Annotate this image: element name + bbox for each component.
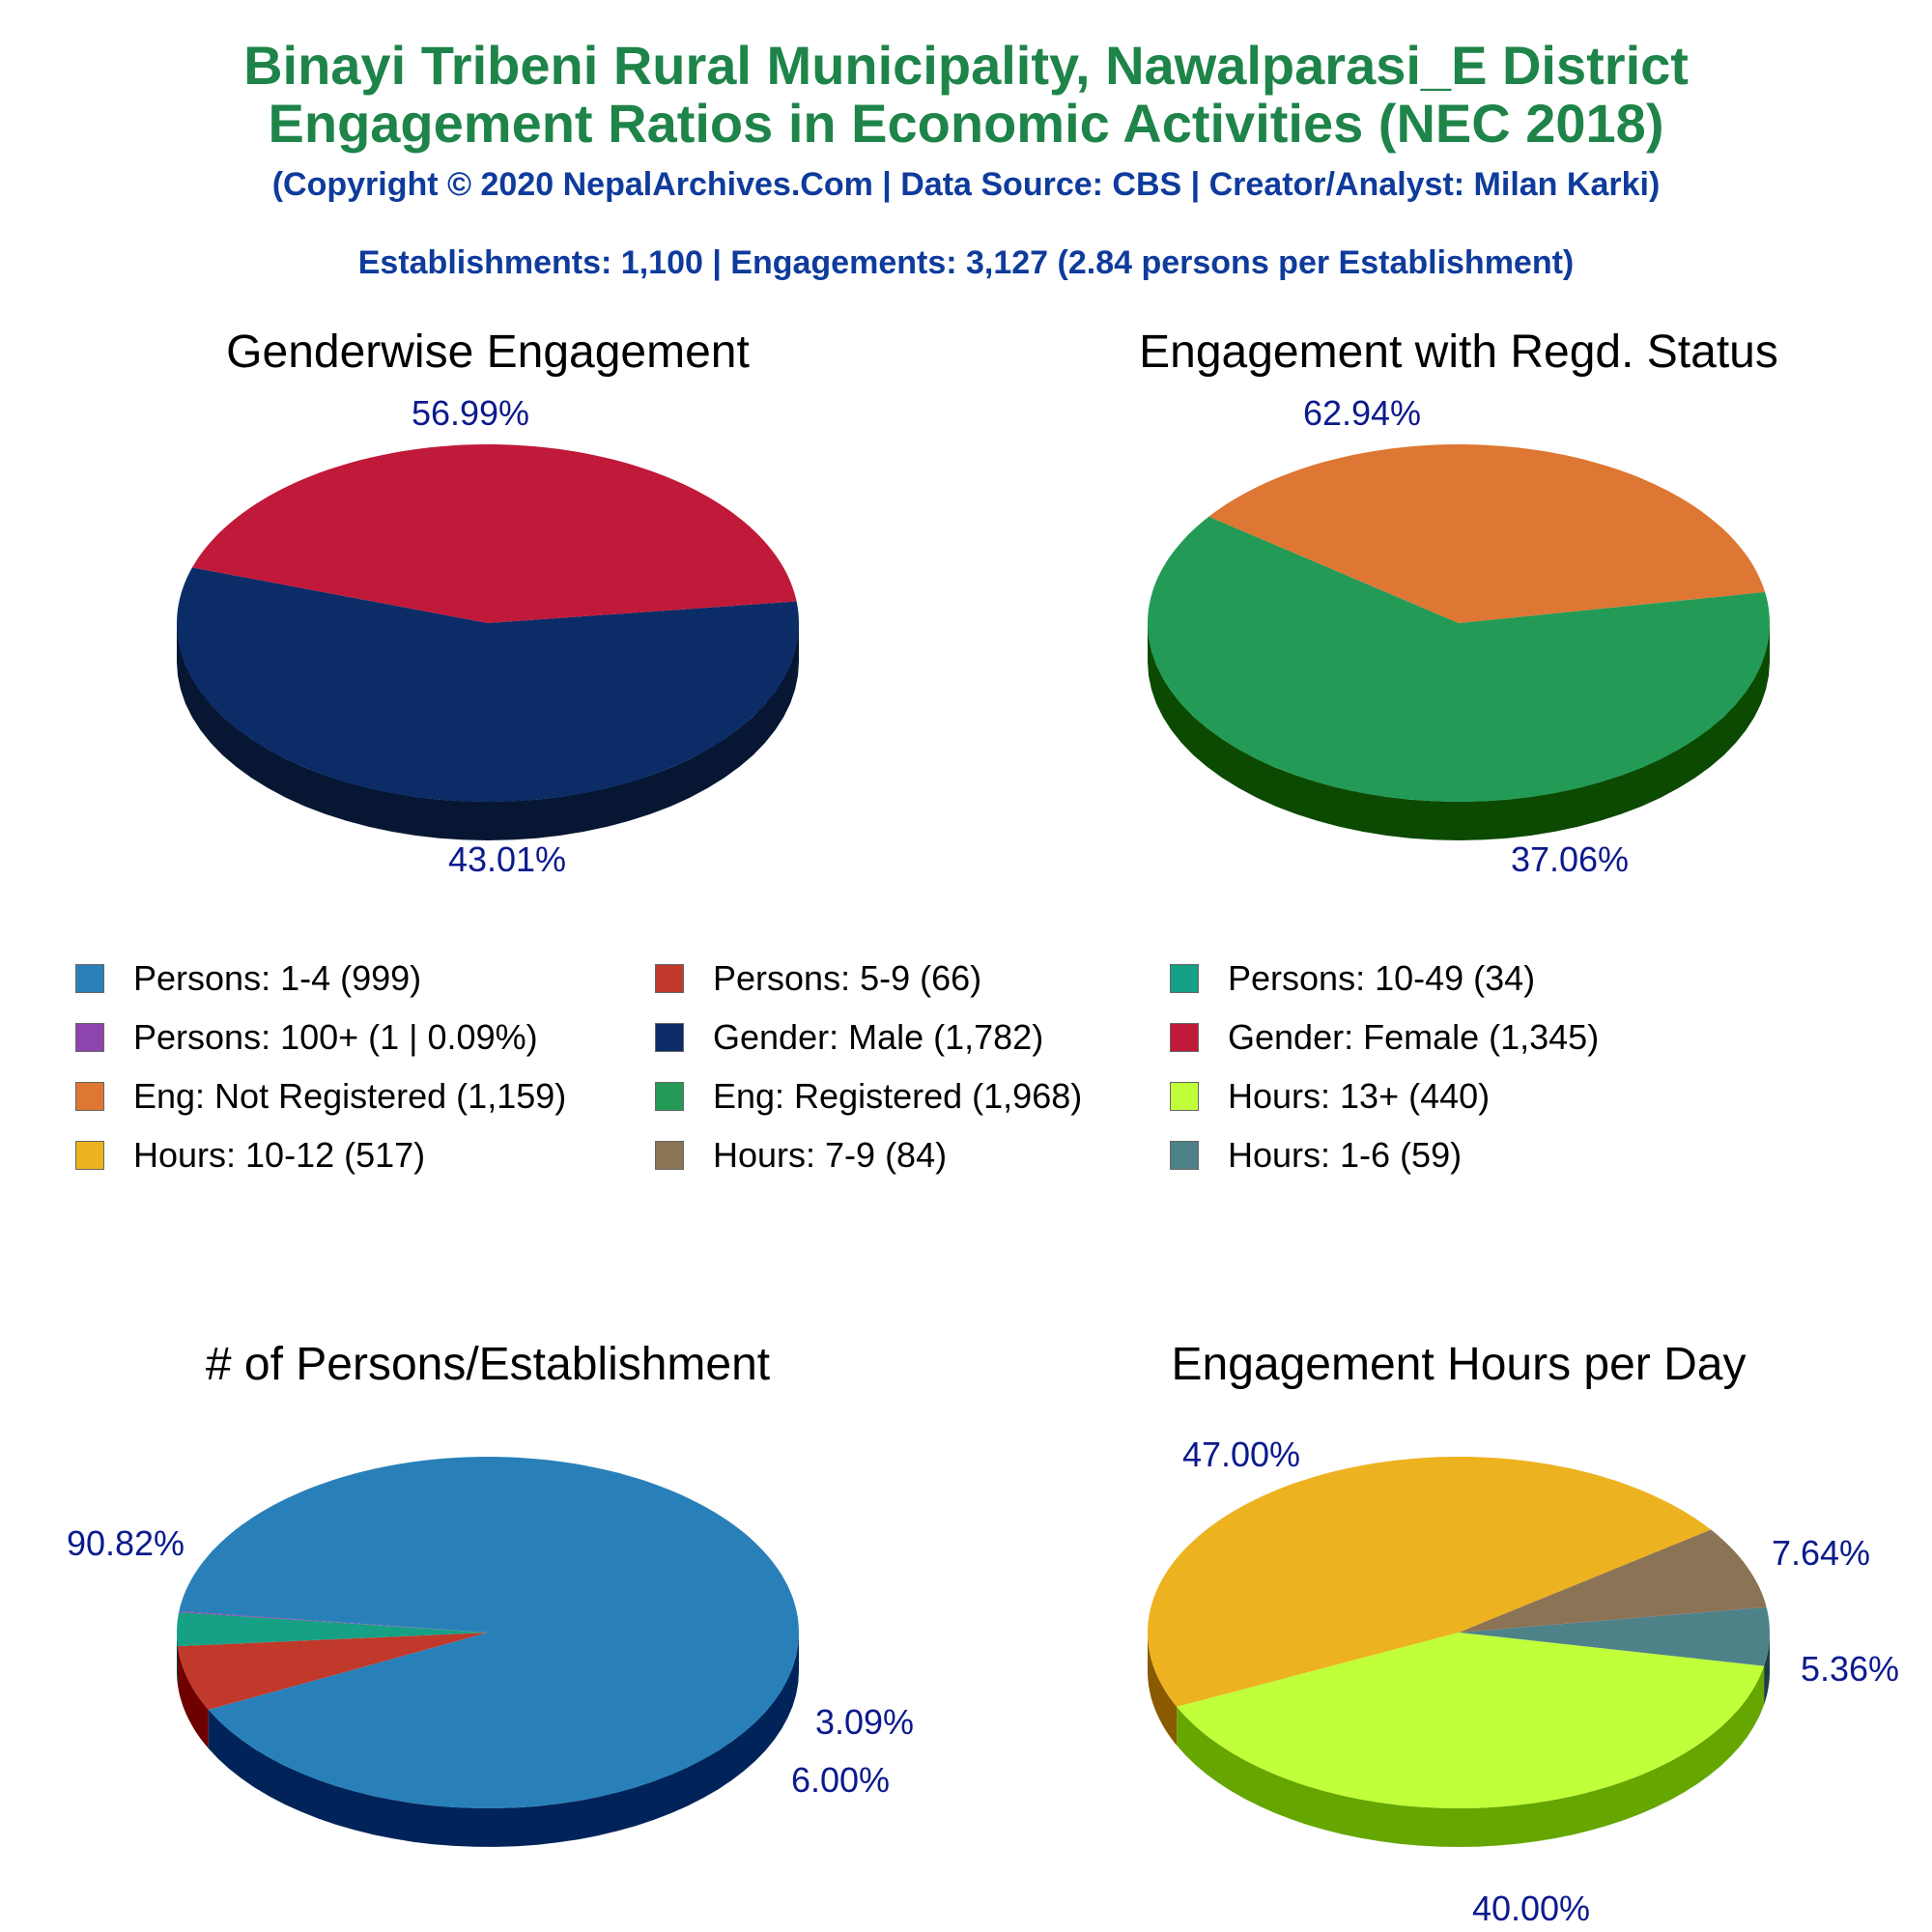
legend-label: Hours: 1-6 (59) <box>1228 1135 1463 1175</box>
legend-label: Eng: Registered (1,968) <box>713 1076 1083 1116</box>
copyright-line: (Copyright © 2020 NepalArchives.Com | Da… <box>271 166 1661 203</box>
pie-slice-label: 43.01% <box>448 839 566 879</box>
pie-slice <box>192 444 797 623</box>
main-title-line1: Binayi Tribeni Rural Municipality, Nawal… <box>243 35 1689 96</box>
pie-slice-label: 56.99% <box>412 393 529 433</box>
pie-slice <box>1177 1633 1765 1808</box>
legend-swatch <box>655 1023 684 1052</box>
legend-swatch <box>75 1082 104 1111</box>
legend-item: Persons: 1-4 (999) <box>75 958 422 998</box>
pie-slice-label: 47.00% <box>1182 1435 1300 1474</box>
pie-slice <box>178 1633 488 1710</box>
legend-swatch <box>75 1023 104 1052</box>
pie-slice-label: 62.94% <box>1303 393 1421 433</box>
pie-slice-label: 6.00% <box>791 1760 890 1800</box>
pie-slice <box>177 567 799 802</box>
pie-slice <box>179 1457 799 1808</box>
pie-slice <box>1208 444 1766 623</box>
legend-label: Persons: 10-49 (34) <box>1228 958 1536 998</box>
pie-slice-side <box>1764 1633 1770 1705</box>
legend-label: Persons: 100+ (1 | 0.09%) <box>133 1017 538 1057</box>
pie-slice-label: 3.09% <box>815 1702 914 1742</box>
legend-swatch <box>1170 964 1199 993</box>
legend-label: Hours: 10-12 (517) <box>133 1135 426 1175</box>
pie-chart: Engagement Hours per Day 47.00% 7.64% 5.36%… <box>1148 1339 1899 1928</box>
pie-slice-label: 5.36% <box>1801 1649 1899 1689</box>
pie-slice <box>1148 1457 1712 1707</box>
pie-slice-side <box>177 623 799 840</box>
pie-slice-side <box>1148 623 1770 840</box>
pie-slice-side <box>1177 1665 1765 1847</box>
legend-item: Persons: 10-49 (34) <box>1170 958 1536 998</box>
summary-line: Establishments: 1,100 | Engagements: 3,1… <box>357 244 1575 281</box>
pie-chart: # of Persons/Establishment 90.82% 6.00% 3.0… <box>67 1339 914 1847</box>
pie-slice-label: 40.00% <box>1472 1889 1590 1928</box>
legend-swatch <box>655 964 684 993</box>
legend-label: Hours: 7-9 (84) <box>713 1135 948 1175</box>
legend-item: Persons: 5-9 (66) <box>655 958 982 998</box>
legend-label: Gender: Male (1,782) <box>713 1017 1044 1057</box>
legend-item: Hours: 1-6 (59) <box>1170 1135 1463 1175</box>
legend-label: Persons: 5-9 (66) <box>713 958 982 998</box>
pie-slice-label: 7.64% <box>1772 1533 1870 1573</box>
legend-swatch <box>75 964 104 993</box>
legend-label: Persons: 1-4 (999) <box>133 958 422 998</box>
legend-swatch <box>1170 1082 1199 1111</box>
legend-swatch <box>1170 1141 1199 1170</box>
pie-slice <box>1459 1529 1767 1633</box>
pie-slice-side <box>1148 1633 1178 1746</box>
legend-swatch <box>655 1082 684 1111</box>
pie-chart: Genderwise Engagement 56.99% 43.01% <box>177 327 799 879</box>
legend-item: Eng: Not Registered (1,159) <box>75 1076 567 1116</box>
main-title-line2: Engagement Ratios in Economic Activities… <box>268 93 1664 154</box>
legend-label: Eng: Not Registered (1,159) <box>133 1076 567 1116</box>
pie-slice-label: 90.82% <box>67 1523 185 1563</box>
legend-swatch <box>655 1141 684 1170</box>
legend-item: Hours: 10-12 (517) <box>75 1135 426 1175</box>
pie-slice-side <box>178 1646 209 1748</box>
pie-slice-side <box>177 1633 178 1686</box>
legend-swatch <box>1170 1023 1199 1052</box>
pie-title: Engagement with Regd. Status <box>1139 327 1778 378</box>
pie-slice-side <box>208 1633 799 1847</box>
legend-item: Gender: Female (1,345) <box>1170 1017 1600 1057</box>
legend-item: Persons: 100+ (1 | 0.09%) <box>75 1017 538 1057</box>
pie-slice <box>177 1611 488 1647</box>
pie-title: Genderwise Engagement <box>226 327 750 378</box>
pie-title: Engagement Hours per Day <box>1172 1339 1747 1390</box>
legend-item: Hours: 13+ (440) <box>1170 1076 1491 1116</box>
legend-item: Eng: Registered (1,968) <box>655 1076 1083 1116</box>
legend-label: Gender: Female (1,345) <box>1228 1017 1600 1057</box>
legend-item: Gender: Male (1,782) <box>655 1017 1044 1057</box>
pie-slice <box>1148 516 1770 802</box>
pie-slice <box>179 1610 488 1633</box>
pie-slice <box>1459 1606 1770 1666</box>
pie-title: # of Persons/Establishment <box>206 1339 770 1390</box>
legend-item: Hours: 7-9 (84) <box>655 1135 948 1175</box>
pie-slice-label: 37.06% <box>1511 839 1629 879</box>
legend-label: Hours: 13+ (440) <box>1228 1076 1491 1116</box>
pie-chart: Engagement with Regd. Status 62.94% 37.06% <box>1139 327 1778 879</box>
legend-swatch <box>75 1141 104 1170</box>
